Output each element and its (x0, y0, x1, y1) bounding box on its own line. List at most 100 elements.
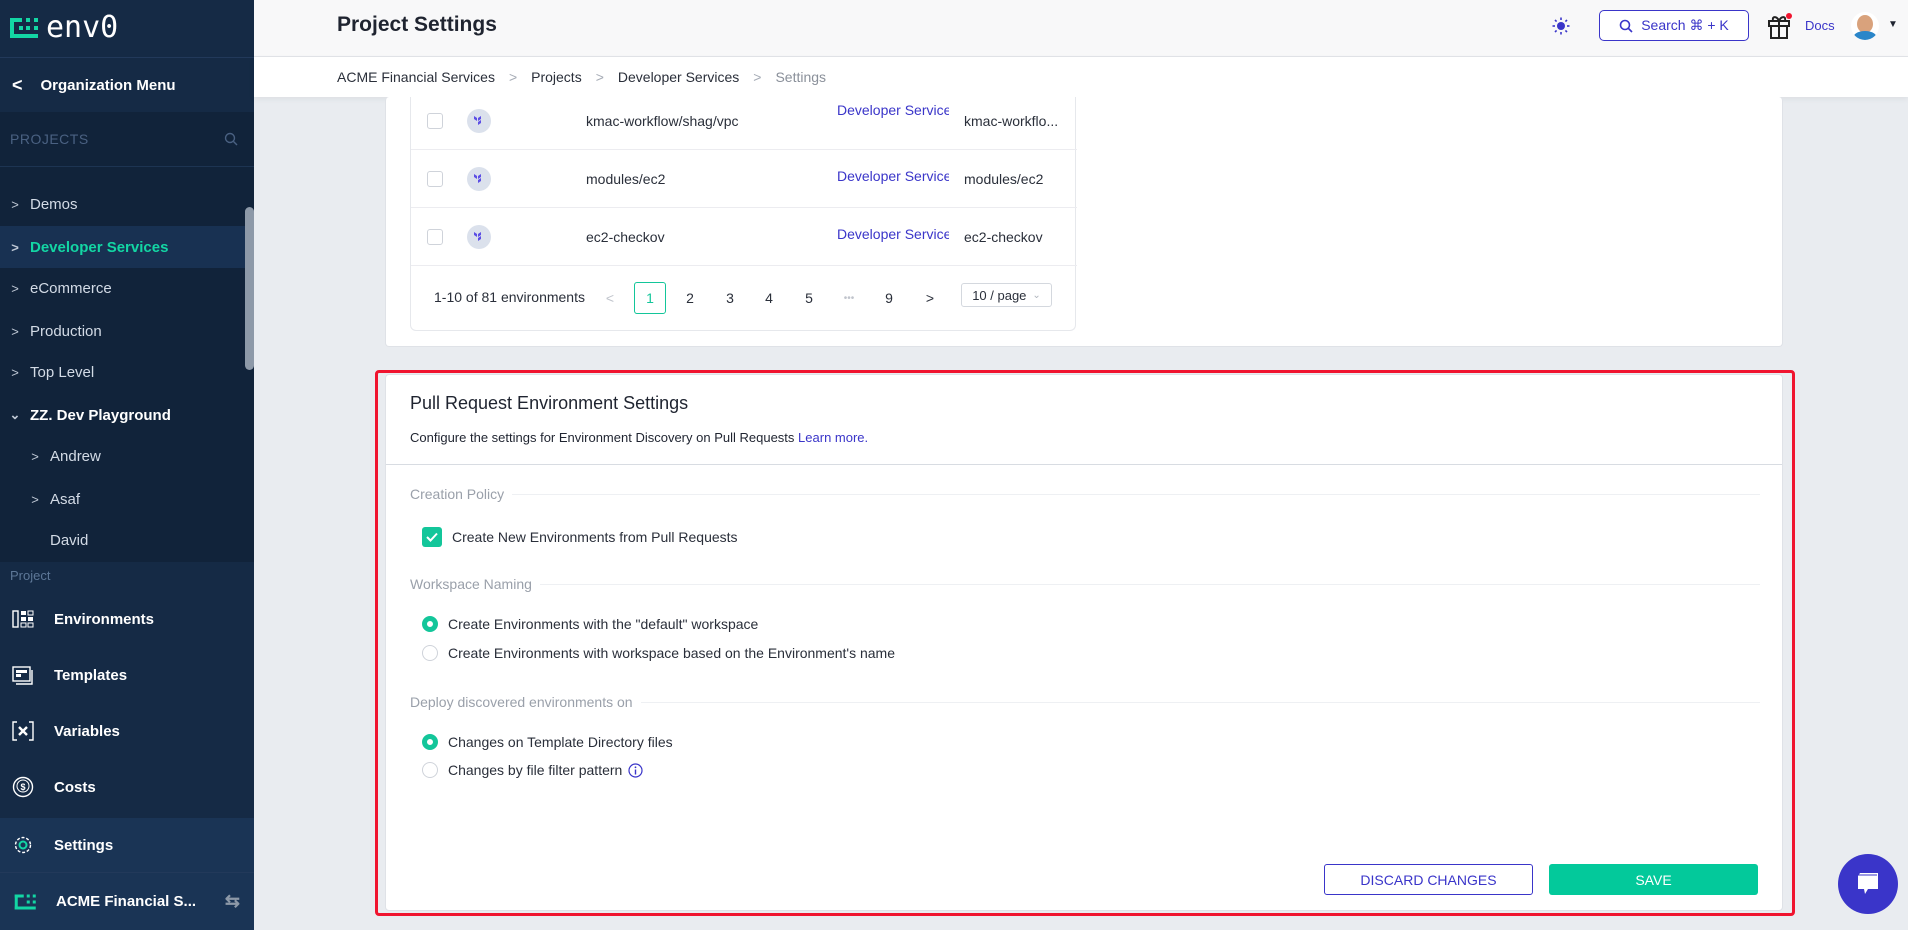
sidebar: env0 < Organization Menu PROJECTS > Demos… (0, 0, 254, 930)
switch-arrows-icon[interactable]: ⇆ (224, 891, 240, 911)
radio-file-filter[interactable]: Changes by file filter pattern (422, 762, 643, 778)
environment-name[interactable]: modules/ec2 (586, 170, 666, 187)
chevron-right-icon: > (11, 323, 19, 339)
learn-more-link[interactable]: Learn more. (798, 430, 869, 445)
gift-icon[interactable] (1767, 12, 1793, 40)
breadcrumb-projects[interactable]: Projects (531, 69, 582, 85)
environment-name[interactable]: ec2-checkov (586, 228, 665, 245)
radio-unselected-icon[interactable] (422, 645, 438, 661)
user-avatar[interactable] (1851, 12, 1879, 40)
search-icon[interactable] (224, 132, 238, 146)
environment-path: modules/ec2 (964, 170, 1044, 187)
organization-switcher[interactable]: ACME Financial S... ⇆ (0, 872, 254, 930)
pagination-page[interactable]: 1 (634, 282, 666, 314)
radio-template-directory[interactable]: Changes on Template Directory files (422, 734, 673, 750)
logo-icon (10, 17, 38, 38)
theme-toggle-sun-icon[interactable] (1552, 17, 1570, 35)
project-item-ecommerce[interactable]: > eCommerce (0, 267, 245, 309)
pagination-ellipsis[interactable]: ••• (843, 292, 855, 304)
discard-changes-button[interactable]: DISCARD CHANGES (1324, 864, 1533, 895)
env0-logo[interactable]: env0 (10, 10, 118, 45)
pagination-page[interactable]: 3 (726, 290, 734, 306)
page-title: Project Settings (337, 13, 497, 36)
pr-settings-card: Pull Request Environment Settings Config… (385, 374, 1783, 911)
project-item-asaf[interactable]: > Asaf (0, 478, 245, 520)
radio-selected-icon[interactable] (422, 616, 438, 632)
chat-support-button[interactable] (1838, 854, 1898, 914)
environments-icon (12, 610, 34, 628)
legend-text: Creation Policy (410, 486, 505, 502)
project-item-andrew[interactable]: > Andrew (0, 435, 245, 477)
project-item-demos[interactable]: > Demos (0, 183, 245, 225)
search-button[interactable]: Search ⌘ + K (1599, 10, 1749, 41)
sidebar-item-environments[interactable]: Environments (0, 592, 254, 646)
pagination-summary: 1-10 of 81 environments (434, 289, 585, 305)
sidebar-scrollbar[interactable] (245, 207, 254, 370)
breadcrumb-current: Settings (775, 69, 827, 85)
organization-menu-button[interactable]: < Organization Menu (0, 57, 254, 112)
radio-default-workspace[interactable]: Create Environments with the "default" w… (422, 616, 758, 632)
breadcrumb-project[interactable]: Developer Services (617, 69, 740, 85)
chevron-right-icon: > (31, 491, 39, 507)
info-icon[interactable] (628, 762, 643, 778)
pagination-page[interactable]: 9 (885, 290, 893, 306)
description-text: Configure the settings for Environment D… (410, 430, 795, 445)
radio-unselected-icon[interactable] (422, 762, 438, 778)
top-header: Project Settings Search ⌘ + K Docs ▼ (254, 0, 1908, 57)
save-button[interactable]: SAVE (1549, 864, 1758, 895)
nav-label: Variables (54, 722, 120, 740)
page-size-select[interactable]: 10 / page ⌄ (961, 283, 1052, 307)
organization-menu-label: Organization Menu (40, 76, 176, 94)
pagination-prev-button[interactable]: < (605, 290, 615, 306)
project-label: eCommerce (30, 279, 112, 297)
pagination-page[interactable]: 5 (805, 290, 813, 306)
pagination-next-button[interactable]: > (925, 290, 935, 306)
breadcrumb-separator-icon: > (595, 69, 604, 85)
chevron-down-icon: ⌄ (1032, 289, 1041, 301)
legend-text: Workspace Naming (410, 576, 532, 592)
sidebar-item-costs[interactable]: $ Costs (0, 760, 254, 814)
project-label: Production (30, 322, 102, 340)
table-row[interactable]: kmac-workflow/shag/vpc Developer Service… (411, 92, 1077, 150)
project-link[interactable]: Developer Service (837, 102, 949, 118)
breadcrumb-org[interactable]: ACME Financial Services (337, 69, 495, 85)
project-item-developer-services[interactable]: > Developer Services (0, 226, 245, 268)
user-menu-caret-icon[interactable]: ▼ (1888, 19, 1898, 30)
sidebar-item-settings[interactable]: Settings (0, 818, 254, 872)
highlight-outline (375, 370, 1795, 916)
row-checkbox[interactable] (427, 170, 443, 187)
project-link[interactable]: Developer Service (837, 168, 949, 184)
project-label: Asaf (50, 490, 81, 508)
radio-selected-icon[interactable] (422, 734, 438, 750)
checkbox-checked-icon[interactable] (422, 527, 442, 547)
chat-icon (1858, 873, 1878, 894)
project-label: ZZ. Dev Playground (30, 406, 171, 424)
sidebar-item-variables[interactable]: Variables (0, 704, 254, 758)
table-row[interactable]: ec2-checkov Developer Service ec2-checko… (411, 208, 1077, 266)
project-link[interactable]: Developer Service (837, 226, 949, 242)
pagination-page[interactable]: 4 (765, 290, 773, 306)
radio-env-name-workspace[interactable]: Create Environments with workspace based… (422, 645, 895, 661)
environment-path: kmac-workflo... (964, 112, 1059, 129)
project-item-david[interactable]: David (0, 519, 245, 561)
costs-icon: $ (12, 776, 34, 798)
project-item-zz-dev-playground[interactable]: ⌄ ZZ. Dev Playground (0, 394, 245, 436)
project-label: David (50, 531, 89, 549)
creation-policy-legend: Creation Policy (410, 486, 1760, 502)
checkbox-label: Create New Environments from Pull Reques… (452, 529, 738, 545)
table-row[interactable]: modules/ec2 Developer Service modules/ec… (411, 150, 1077, 208)
row-checkbox[interactable] (427, 112, 443, 129)
create-from-pr-checkbox[interactable]: Create New Environments from Pull Reques… (422, 527, 738, 547)
docs-link[interactable]: Docs (1805, 18, 1835, 33)
chevron-right-icon: > (11, 196, 19, 212)
pagination-page[interactable]: 2 (686, 290, 694, 306)
projects-header: PROJECTS (0, 112, 254, 167)
terraform-icon (467, 224, 491, 249)
project-item-production[interactable]: > Production (0, 310, 245, 352)
search-label: Search ⌘ + K (1641, 17, 1729, 33)
row-checkbox[interactable] (427, 228, 443, 245)
project-item-top-level[interactable]: > Top Level (0, 351, 245, 393)
sidebar-item-templates[interactable]: Templates (0, 648, 254, 702)
projects-header-label: PROJECTS (10, 131, 89, 147)
environment-name[interactable]: kmac-workflow/shag/vpc (586, 112, 739, 129)
